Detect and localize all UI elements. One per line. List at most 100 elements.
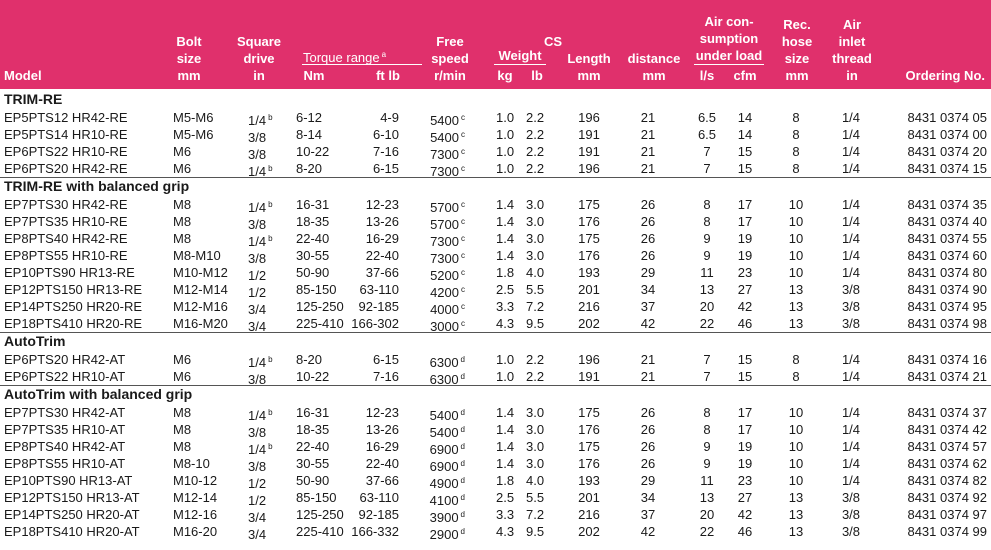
cell-free-speed-value: 5200 <box>430 268 459 283</box>
cell-torque-nm: 125-250 <box>296 298 344 315</box>
cell-torque-ftlb: 166-302 <box>351 315 399 332</box>
cell-square-drive-value: 3/8 <box>248 147 267 162</box>
cell-torque-nm-value: 225-410 <box>296 524 344 539</box>
cell-square-drive-value: 1/4 <box>248 234 267 249</box>
cell-inlet-thread-value: 1/4 <box>841 214 861 229</box>
cell-model-value: EP6PTS20 HR42-AT <box>4 352 126 367</box>
cell-inlet-thread-value: 1/4 <box>841 110 861 125</box>
cell-free-speed-value: 3900 <box>429 510 459 525</box>
cell-distance-value: 21 <box>640 369 656 384</box>
cell-hose-size: 10 <box>756 264 836 281</box>
cell-length: 216 <box>549 298 629 315</box>
cell-air-ls-value: 20 <box>699 507 715 522</box>
cell-distance: 21 <box>608 126 688 143</box>
cell-model-value: EP8PTS40 HR42-AT <box>4 439 126 454</box>
section-title: AutoTrim with balanced grip <box>4 386 193 402</box>
cell-torque-nm-value: 6-12 <box>296 110 323 125</box>
table-row: EP10PTS90 HR13-RE M10-M12 1/2 50-90 37-66 520… <box>0 264 991 283</box>
cell-length-value: 202 <box>578 524 600 539</box>
cell-ordering-no: 8431 0374 80 <box>907 264 987 281</box>
cell-torque-ftlb: 7-16 <box>373 143 399 160</box>
cell-square-drive: 3/8 <box>248 368 268 388</box>
cell-free-speed-footnote: c <box>461 130 465 139</box>
cell-bolt-size: M6 <box>173 143 191 160</box>
cell-model: EP6PTS22 HR10-AT <box>4 368 125 385</box>
cell-torque-nm: 125-250 <box>296 506 344 523</box>
cell-length: 193 <box>549 472 629 489</box>
cell-torque-nm-value: 8-20 <box>296 161 323 176</box>
cell-air-ls: 8 <box>667 421 747 438</box>
cell-torque-nm-value: 16-31 <box>296 197 330 212</box>
cell-weight-kg-value: 1.0 <box>496 161 515 176</box>
cell-inlet-thread-value: 1/4 <box>841 197 861 212</box>
cell-distance: 29 <box>608 472 688 489</box>
cell-length-value: 216 <box>578 299 600 314</box>
cell-model-value: EP14PTS250 HR20-AT <box>4 507 140 522</box>
cell-length: 191 <box>549 368 629 385</box>
cell-air-ls-value: 22 <box>699 524 715 539</box>
cell-torque-ftlb-value: 7-16 <box>372 144 399 159</box>
cell-distance: 26 <box>608 404 688 421</box>
cell-weight-lb: 4.0 <box>526 264 544 281</box>
cell-model-value: EP10PTS90 HR13-RE <box>4 265 135 280</box>
cell-distance: 26 <box>608 213 688 230</box>
cell-square-drive-value: 3/8 <box>248 130 267 145</box>
cell-weight-kg-value: 1.8 <box>496 265 515 280</box>
cell-weight-lb: 2.2 <box>526 143 544 160</box>
cell-square-drive-footnote: b <box>268 234 273 243</box>
cell-square-drive-value: 1/2 <box>248 476 267 491</box>
cell-torque-nm: 10-22 <box>296 368 329 385</box>
cell-bolt-size-value: M8-10 <box>173 456 210 471</box>
cell-model-value: EP6PTS22 HR10-RE <box>4 144 128 159</box>
cell-distance-value: 26 <box>640 439 656 454</box>
cell-free-speed: 4100 d <box>430 489 465 509</box>
cell-weight-kg: 1.4 <box>496 213 514 230</box>
cell-torque-ftlb-value: 16-29 <box>365 231 399 246</box>
section-title: AutoTrim <box>4 333 66 349</box>
table-row: EP8PTS40 HR42-RE M8 1/4 b 22-40 16-29 7300 c 1.4… <box>0 230 991 249</box>
cell-free-speed-footnote: d <box>460 408 465 417</box>
cell-ordering-no: 8431 0374 40 <box>907 213 987 230</box>
cell-bolt-size: M6 <box>173 160 191 177</box>
cell-bolt-size: M5-M6 <box>173 109 213 126</box>
cell-torque-nm-value: 85-150 <box>296 490 337 505</box>
cell-hose-size: 13 <box>756 506 836 523</box>
cell-square-drive: 3/8 <box>248 213 268 233</box>
cell-model-value: EP18PTS410 HR20-AT <box>4 524 140 539</box>
cell-model-value: EP7PTS35 HR10-AT <box>4 422 126 437</box>
cell-torque-nm-value: 125-250 <box>296 299 344 314</box>
cell-air-cfm-value: 23 <box>737 265 753 280</box>
header-cs: CS <box>543 34 563 49</box>
cell-distance-value: 29 <box>640 265 656 280</box>
cell-hose-size-value: 10 <box>788 456 804 471</box>
cell-bolt-size-value: M12-M14 <box>173 282 228 297</box>
cell-free-speed: 5700 c <box>430 196 465 216</box>
cell-torque-ftlb-value: 92-185 <box>358 507 399 522</box>
cell-free-speed-value: 4100 <box>429 493 459 508</box>
cell-length-value: 175 <box>578 405 600 420</box>
cell-air-cfm-value: 42 <box>737 299 753 314</box>
cell-weight-kg: 1.8 <box>496 264 514 281</box>
cell-air-cfm: 19 <box>705 455 785 472</box>
cell-bolt-size: M8-M10 <box>173 247 221 264</box>
cell-air-ls: 7 <box>667 160 747 177</box>
cell-length: 175 <box>549 230 629 247</box>
cell-air-cfm-value: 19 <box>737 231 753 246</box>
header-air-inlet-line-2: inlet <box>838 34 866 49</box>
table-row: EP8PTS55 HR10-RE M8-M10 3/8 30-55 22-40 7300 c… <box>0 247 991 266</box>
cell-ordering-no-value: 8431 0374 37 <box>907 405 987 420</box>
cell-free-speed-value: 3000 <box>430 319 459 334</box>
cell-length: 191 <box>549 143 629 160</box>
cell-air-cfm-value: 19 <box>737 439 753 454</box>
cell-length: 202 <box>549 315 629 332</box>
cell-model: EP7PTS35 HR10-AT <box>4 421 125 438</box>
cell-model: EP8PTS55 HR10-AT <box>4 455 125 472</box>
cell-bolt-size-value: M8 <box>173 405 192 420</box>
cell-air-cfm: 23 <box>705 472 785 489</box>
cell-square-drive-value: 1/4 <box>248 408 267 423</box>
cell-air-ls: 9 <box>667 455 747 472</box>
cell-square-drive-footnote: b <box>268 200 273 209</box>
cell-inlet-thread: 1/4 <box>811 109 891 126</box>
cell-bolt-size: M6 <box>173 351 191 368</box>
cell-model-value: EP5PTS14 HR10-RE <box>4 127 128 142</box>
